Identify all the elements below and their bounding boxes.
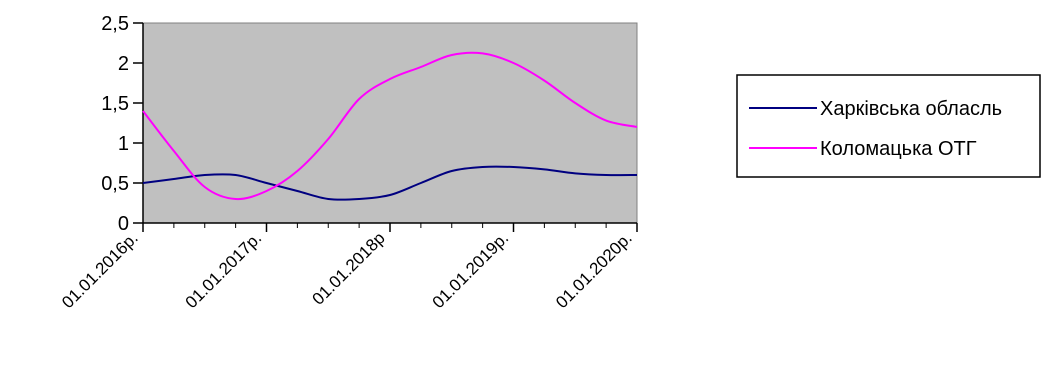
x-tick-label: 01.01.2018р xyxy=(309,228,389,308)
y-tick-label: 2,5 xyxy=(101,13,129,35)
series-line-2 xyxy=(142,51,638,201)
series-layer xyxy=(142,51,638,201)
legend-entry-label: Харківська обласль xyxy=(820,98,1002,120)
x-tick-label: 01.01.2020р. xyxy=(552,228,636,312)
x-axis: 01.01.2016р. 01.01.2017р. 01.01.2018р 01.01… xyxy=(58,222,638,312)
y-tick-label: 0,5 xyxy=(101,173,129,195)
y-tick-label: 2 xyxy=(118,53,129,75)
legend-box xyxy=(736,74,1041,178)
series-line-1 xyxy=(142,165,638,201)
legend: Харківська обласль Коломацька ОТГ xyxy=(736,74,1041,178)
y-axis: 0 0,5 1 1,5 2 2,5 xyxy=(101,13,144,235)
plot-area xyxy=(142,22,638,224)
y-tick-label: 0 xyxy=(118,213,129,235)
y-tick-label: 1,5 xyxy=(101,93,129,115)
legend-entry-label: Коломацька ОТГ xyxy=(820,138,977,160)
y-tick-label: 1 xyxy=(118,133,129,155)
x-tick-label: 01.01.2016р. xyxy=(58,228,142,312)
plot-background xyxy=(142,22,638,224)
x-tick-label: 01.01.2019р. xyxy=(429,228,513,312)
x-tick-label: 01.01.2017р. xyxy=(182,228,266,312)
